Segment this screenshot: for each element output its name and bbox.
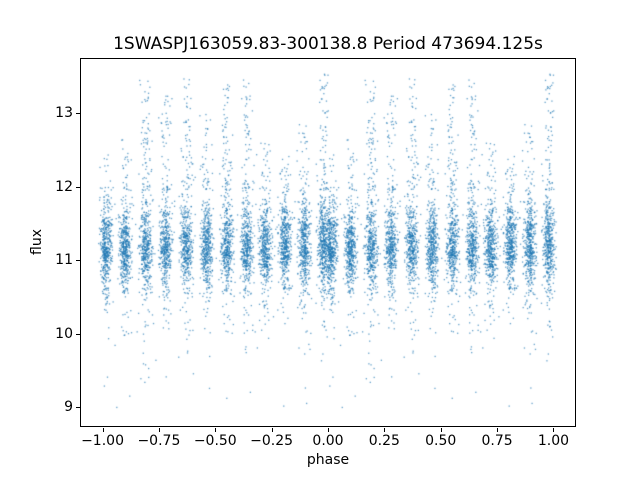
x-tick-label: −0.75 xyxy=(137,433,181,449)
x-tick-label: 1.00 xyxy=(537,433,570,449)
y-tick-label: 11 xyxy=(55,252,73,269)
x-tick-label: −0.25 xyxy=(250,433,294,449)
x-tick-label: −0.50 xyxy=(193,433,237,449)
x-axis-label: phase xyxy=(306,452,350,468)
x-tick-mark xyxy=(215,428,217,432)
x-tick-label: 0.25 xyxy=(368,433,400,449)
x-tick-mark xyxy=(553,428,555,432)
y-tick-label: 10 xyxy=(55,325,73,342)
y-tick-label: 12 xyxy=(55,178,73,195)
x-tick-label: 0.50 xyxy=(425,433,457,449)
x-tick-label: 0.75 xyxy=(481,433,513,449)
y-tick-mark xyxy=(76,113,80,115)
y-tick-label: 9 xyxy=(64,399,73,416)
x-tick-mark xyxy=(271,428,273,432)
x-tick-mark xyxy=(384,428,386,432)
y-tick-mark xyxy=(76,260,80,262)
x-tick-mark xyxy=(497,428,499,432)
x-tick-mark xyxy=(440,428,442,432)
x-tick-mark xyxy=(328,428,329,432)
y-tick-mark xyxy=(76,333,80,335)
y-tick-mark xyxy=(76,186,80,188)
x-tick-label: −1.00 xyxy=(81,433,124,449)
scatter-points-canvas xyxy=(80,58,576,427)
x-tick-mark xyxy=(102,428,104,432)
y-tick-label: 13 xyxy=(55,105,73,122)
x-tick-label: 0.00 xyxy=(312,433,344,449)
y-axis-label: flux xyxy=(29,229,45,255)
y-tick-mark xyxy=(76,407,80,409)
x-tick-mark xyxy=(158,428,160,432)
chart-title: 1SWASPJ163059.83-300138.8 Period 473694.… xyxy=(113,34,543,54)
